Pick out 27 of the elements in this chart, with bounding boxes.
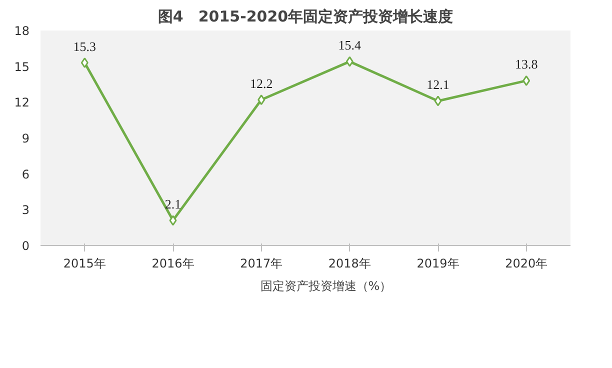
text: 固定资产投资增速（%） — [260, 278, 392, 294]
data-label: 13.8 — [514, 56, 538, 72]
point — [169, 215, 177, 226]
y-tick-label: 9 — [22, 132, 30, 146]
data-label: 12.1 — [426, 76, 450, 92]
x-tick-label: 2016年 — [152, 256, 194, 270]
point — [80, 58, 88, 68]
data-label: 2.1 — [164, 196, 182, 212]
x-tick-label: 2019年 — [416, 256, 460, 270]
x-tick-label: 2020年 — [505, 256, 548, 270]
data-label: 15.3 — [73, 38, 96, 54]
x-tick-label: 2017年 — [240, 256, 283, 270]
data-label: 12.2 — [250, 76, 273, 91]
y-tick-label: 18 — [14, 24, 30, 38]
y-tick-label: 0 — [22, 239, 30, 253]
point — [258, 94, 266, 106]
y-tick-label: 3 — [22, 203, 30, 218]
point — [522, 75, 530, 86]
point — [346, 56, 354, 67]
chart-title: 图4 2015-2020年固定资产投资增长速度 — [158, 8, 454, 26]
y-tick-label: 15 — [14, 60, 30, 74]
point — [434, 96, 442, 106]
y-tick-label: 6 — [22, 167, 30, 182]
x-tick-label: 2018年 — [328, 256, 371, 270]
y-tick-label: 12 — [14, 96, 30, 110]
x-tick-label: 2015年 — [63, 256, 106, 270]
data-label: 15.4 — [338, 38, 362, 53]
